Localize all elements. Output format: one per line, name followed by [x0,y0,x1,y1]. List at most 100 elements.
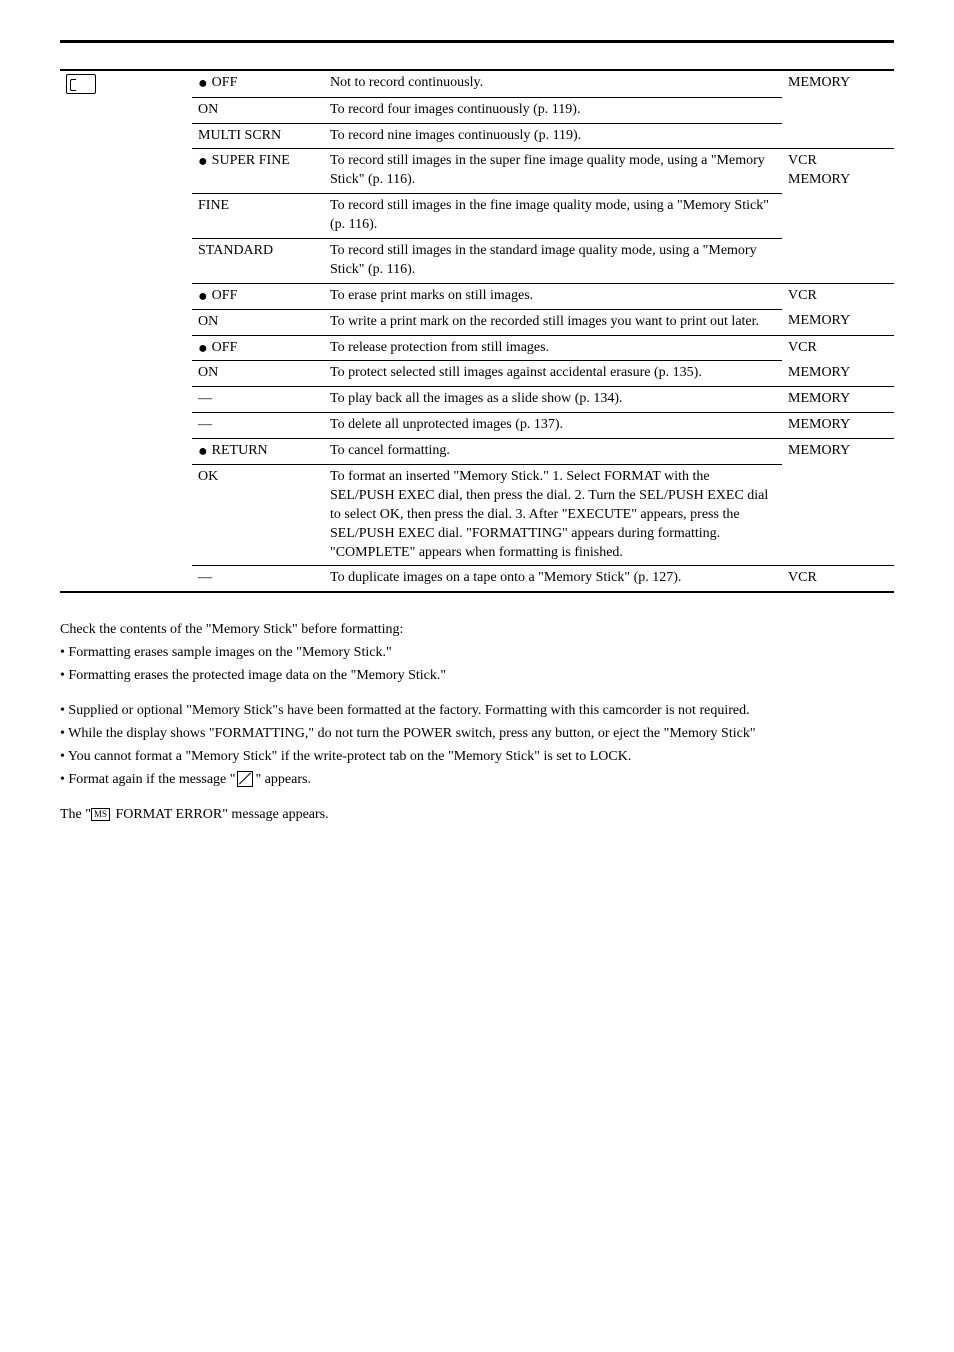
note-4-pre: • Format again if the message " [60,772,235,787]
description-cell: To record four images continuously (p. 1… [324,97,782,123]
mode-cell: ● OFF [192,283,324,309]
icon-cell [60,70,192,97]
mode-label: — [198,391,212,406]
table-row: ● OFF Not to record continuously.MEMORY [60,70,894,97]
description-cell: To erase print marks on still images. [324,283,782,309]
description-cell: To cancel formatting. [324,439,782,465]
switch-cell [782,464,894,565]
table-row: ● OFF To release protection from still ima… [60,335,894,361]
memory-icon [66,74,96,94]
mode-label: STANDARD [198,243,273,258]
mode-cell: — [192,387,324,413]
header-rule [60,40,894,43]
note-4: • Format again if the message " " appears… [60,771,894,790]
icon-cell [60,97,192,123]
description-cell: To record still images in the super fine… [324,149,782,194]
mode-label: OFF [212,340,238,355]
error-line: The "MS FORMAT ERROR" message appears. [60,806,894,825]
table-row: ● OFF To erase print marks on still images… [60,283,894,309]
err-pre: The " [60,807,91,822]
mode-cell: ON [192,361,324,387]
switch-cell: MEMORY [782,387,894,413]
memorystick-glyph-icon: MS [91,808,110,821]
mode-cell: ● OFF [192,335,324,361]
icon-cell [60,439,192,465]
mode-label: MULTI SCRN [198,128,281,143]
icon-cell [60,309,192,335]
table-row: ON To record four images continuously (p.… [60,97,894,123]
table-row: ●SUPER FINETo record still images in the… [60,149,894,194]
format-notes: Check the contents of the "Memory Stick"… [60,621,894,686]
table-row: MULTI SCRNTo record nine images continuo… [60,123,894,149]
switch-cell: VCR [782,335,894,361]
description-cell: To record still images in the fine image… [324,194,782,239]
table-row: —To delete all unprotected images (p. 13… [60,413,894,439]
mode-cell: FINE [192,194,324,239]
mode-cell: ● OFF [192,70,324,97]
icon-cell [60,194,192,239]
description-cell: To release protection from still images. [324,335,782,361]
description-cell: To record still images in the standard i… [324,238,782,283]
switch-cell: VCR [782,566,894,592]
switch-cell: VCR [782,283,894,309]
icon-cell [60,464,192,565]
error-message-note: The "MS FORMAT ERROR" message appears. [60,806,894,825]
mode-label: ON [198,102,218,117]
switch-cell: MEMORY [782,70,894,97]
mode-cell: ●RETURN [192,439,324,465]
default-bullet-icon: ● [198,443,208,460]
icon-cell [60,413,192,439]
switch-cell: MEMORY [782,309,894,335]
format-bullet-1: • Formatting erases sample images on the… [60,644,894,663]
format-error-icon [237,771,253,787]
mode-label: ON [198,314,218,329]
icon-cell [60,387,192,413]
icon-cell [60,149,192,194]
icon-cell [60,566,192,592]
mode-label: OK [198,469,218,484]
description-cell: To protect selected still images against… [324,361,782,387]
description-cell: To duplicate images on a tape onto a "Me… [324,566,782,592]
switch-cell [782,238,894,283]
default-bullet-icon: ● [198,340,208,357]
mode-cell: STANDARD [192,238,324,283]
format-bullet-2: • Formatting erases the protected image … [60,667,894,686]
switch-cell [782,123,894,149]
table-row: OK To format an inserted "Memory Stick." … [60,464,894,565]
note-1: • Supplied or optional "Memory Stick"s h… [60,702,894,721]
mode-label: OFF [212,75,238,90]
switch-cell: MEMORY [782,413,894,439]
format-intro: Check the contents of the "Memory Stick"… [60,621,894,640]
note-2: • While the display shows "FORMATTING," … [60,725,894,744]
mode-cell: ON [192,97,324,123]
mode-label: OFF [212,288,238,303]
mode-cell: ●SUPER FINE [192,149,324,194]
note-4-post: " appears. [255,772,310,787]
table-row: ONTo write a print mark on the recorded … [60,309,894,335]
mode-label: — [198,570,212,585]
mode-cell: — [192,566,324,592]
switch-cell: MEMORY [782,439,894,465]
table-row: — To duplicate images on a tape onto a "M… [60,566,894,592]
settings-table: ●OFFNot to record continuously.MEMORYONT… [60,69,894,593]
default-bullet-icon: ● [198,288,208,305]
description-cell: Not to record continuously. [324,70,782,97]
table-row: STANDARD To record still images in the st… [60,238,894,283]
mode-label: SUPER FINE [212,153,290,168]
icon-cell [60,238,192,283]
switch-cell: VCRMEMORY [782,149,894,194]
mode-label: FINE [198,198,229,213]
switch-cell [782,194,894,239]
description-cell: To delete all unprotected images (p. 137… [324,413,782,439]
table-row: ON To protect selected still images again… [60,361,894,387]
switch-cell: MEMORY [782,361,894,387]
description-cell: To format an inserted "Memory Stick." 1.… [324,464,782,565]
table-row: FINE To record still images in the fine i… [60,194,894,239]
default-bullet-icon: ● [198,75,208,92]
mode-label: ON [198,365,218,380]
note-3: • You cannot format a "Memory Stick" if … [60,748,894,767]
mode-cell: OK [192,464,324,565]
table-row: —To play back all the images as a slide … [60,387,894,413]
general-notes: • Supplied or optional "Memory Stick"s h… [60,702,894,790]
icon-cell [60,283,192,309]
